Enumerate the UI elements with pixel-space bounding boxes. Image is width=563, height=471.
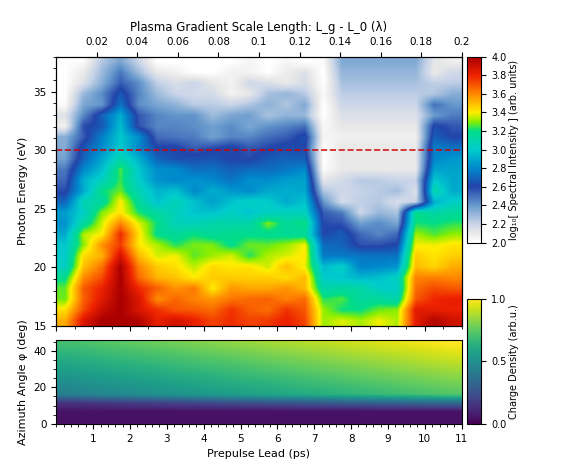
Y-axis label: Azimuth Angle φ (deg): Azimuth Angle φ (deg) xyxy=(18,319,28,445)
X-axis label: Prepulse Lead (ps): Prepulse Lead (ps) xyxy=(208,449,310,459)
Y-axis label: Photon Energy (eV): Photon Energy (eV) xyxy=(18,137,28,245)
X-axis label: Plasma Gradient Scale Length: L_g - L_0 (λ): Plasma Gradient Scale Length: L_g - L_0 … xyxy=(131,21,387,34)
Y-axis label: Charge Density (arb.u.): Charge Density (arb.u.) xyxy=(510,304,519,419)
Y-axis label: log₁₀[ Spectral Intensity ] (arb. units): log₁₀[ Spectral Intensity ] (arb. units) xyxy=(510,59,519,240)
